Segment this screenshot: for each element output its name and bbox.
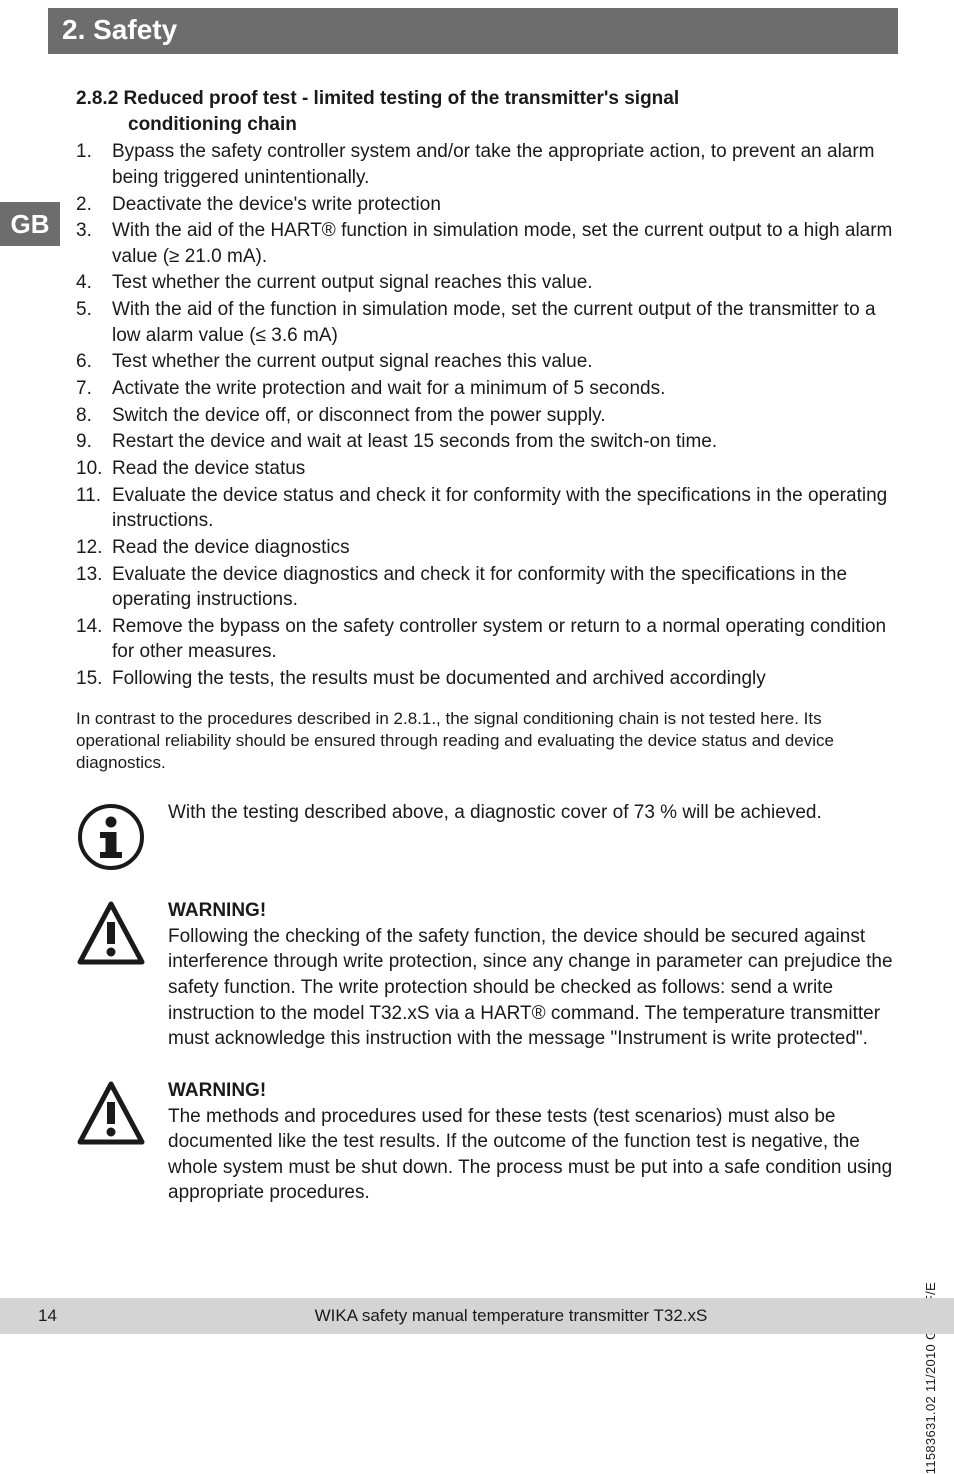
- warning-callout-2: WARNING! The methods and procedures used…: [76, 1078, 894, 1206]
- warning-body: Following the checking of the safety fun…: [168, 924, 894, 1052]
- step-text: Evaluate the device status and check it …: [112, 483, 894, 534]
- info-icon: [76, 802, 146, 872]
- warning-title: WARNING!: [168, 1078, 894, 1104]
- page-number: 14: [0, 1306, 128, 1326]
- warning-callout-1: WARNING! Following the checking of the s…: [76, 898, 894, 1052]
- step-text: Bypass the safety controller system and/…: [112, 139, 894, 190]
- step-number: 10.: [76, 456, 112, 482]
- step-text: With the aid of the HART® function in si…: [112, 218, 894, 269]
- warning-icon: [76, 1080, 146, 1150]
- step-text: Deactivate the device's write protection: [112, 192, 894, 218]
- warning-title: WARNING!: [168, 898, 894, 924]
- step-number: 6.: [76, 349, 112, 375]
- step-number: 4.: [76, 270, 112, 296]
- footer-doc-title: WIKA safety manual temperature transmitt…: [128, 1306, 954, 1326]
- subsection-heading-line2: conditioning chain: [128, 112, 894, 138]
- info-callout: With the testing described above, a diag…: [76, 800, 894, 872]
- step-number: 11.: [76, 483, 112, 534]
- step-number: 3.: [76, 218, 112, 269]
- step-text: With the aid of the function in simulati…: [112, 297, 894, 348]
- warning-body: The methods and procedures used for thes…: [168, 1104, 894, 1207]
- step-number: 8.: [76, 403, 112, 429]
- language-tab: GB: [0, 202, 60, 246]
- step-text: Evaluate the device diagnostics and chec…: [112, 562, 894, 613]
- step-text: Test whether the current output signal r…: [112, 270, 894, 296]
- info-callout-body: With the testing described above, a diag…: [168, 800, 894, 826]
- step-number: 1.: [76, 139, 112, 190]
- step-text: Switch the device off, or disconnect fro…: [112, 403, 894, 429]
- contrast-note: In contrast to the procedures described …: [76, 708, 894, 774]
- step-number: 12.: [76, 535, 112, 561]
- step-text: Activate the write protection and wait f…: [112, 376, 894, 402]
- step-text: Read the device diagnostics: [112, 535, 894, 561]
- step-number: 14.: [76, 614, 112, 665]
- step-text: Read the device status: [112, 456, 894, 482]
- step-text: Remove the bypass on the safety controll…: [112, 614, 894, 665]
- step-text: Following the tests, the results must be…: [112, 666, 894, 692]
- step-number: 5.: [76, 297, 112, 348]
- section-bar: 2. Safety: [48, 8, 898, 54]
- step-text: Test whether the current output signal r…: [112, 349, 894, 375]
- step-number: 2.: [76, 192, 112, 218]
- step-number: 7.: [76, 376, 112, 402]
- step-number: 15.: [76, 666, 112, 692]
- subsection-heading-line1: 2.8.2 Reduced proof test - limited testi…: [76, 86, 894, 112]
- procedure-list: 1.Bypass the safety controller system an…: [76, 139, 894, 691]
- footer-bar: 14 WIKA safety manual temperature transm…: [0, 1298, 954, 1334]
- warning-icon: [76, 900, 146, 970]
- step-number: 13.: [76, 562, 112, 613]
- step-number: 9.: [76, 429, 112, 455]
- step-text: Restart the device and wait at least 15 …: [112, 429, 894, 455]
